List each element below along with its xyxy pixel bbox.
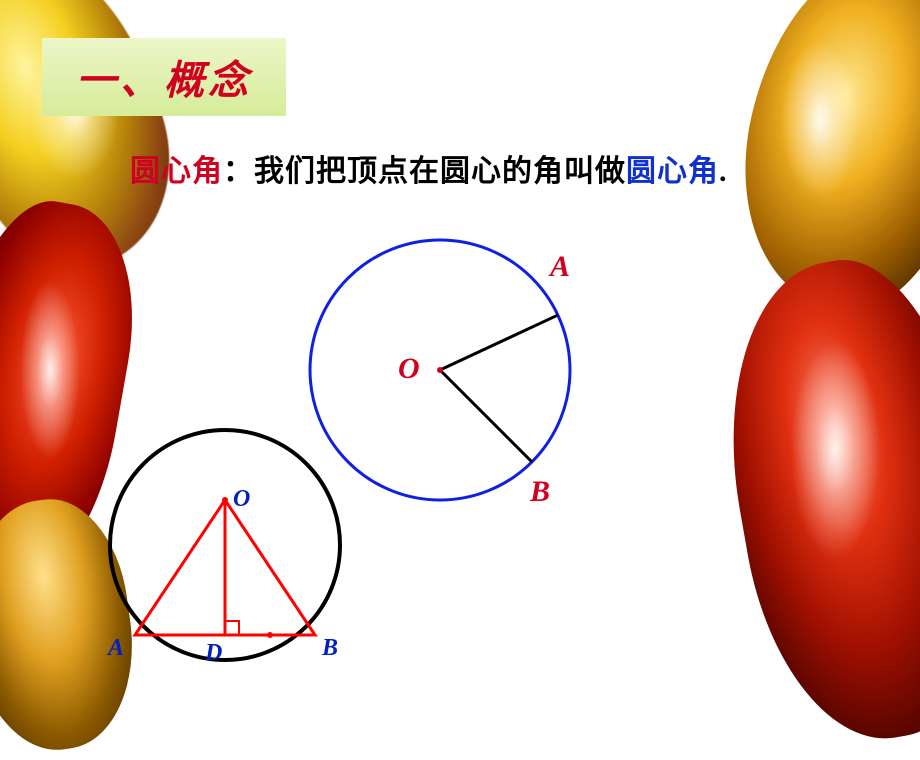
bg-highlight-3 [780, 40, 860, 200]
definition-line: 圆心角：我们把顶点在圆心的角叫做圆心角. [130, 146, 728, 190]
label-left-a: A [108, 635, 124, 662]
label-left-o: O [233, 486, 250, 513]
section-title-box: 一、概念 [42, 38, 286, 116]
definition-term2: 圆心角 [626, 155, 719, 188]
label-left-d: D [205, 640, 222, 667]
diagram-right-group [310, 240, 570, 500]
left-center-dot [222, 497, 228, 503]
right-center-dot [437, 367, 443, 373]
definition-body: 我们把顶点在圆心的角叫做 [254, 155, 626, 188]
bg-highlight-4 [790, 340, 880, 560]
label-left-b: B [322, 635, 338, 662]
left-circle [110, 430, 340, 660]
diagram-left-group [110, 430, 340, 660]
definition-colon: ： [223, 155, 254, 188]
right-radius-oa [440, 315, 558, 370]
section-title: 一、概念 [76, 58, 252, 103]
bg-blob-left-bot [0, 490, 147, 760]
label-right-a: A [550, 250, 570, 284]
right-circle [310, 240, 570, 500]
label-right-o: O [398, 352, 420, 386]
left-chord-dot [267, 632, 273, 638]
definition-term: 圆心角 [130, 155, 223, 188]
bg-highlight-2 [20, 280, 80, 460]
left-triangle [135, 500, 315, 635]
right-radius-ob [440, 370, 532, 462]
label-right-b: B [530, 475, 550, 509]
definition-period: . [719, 155, 728, 188]
left-right-angle-mark [225, 621, 239, 635]
